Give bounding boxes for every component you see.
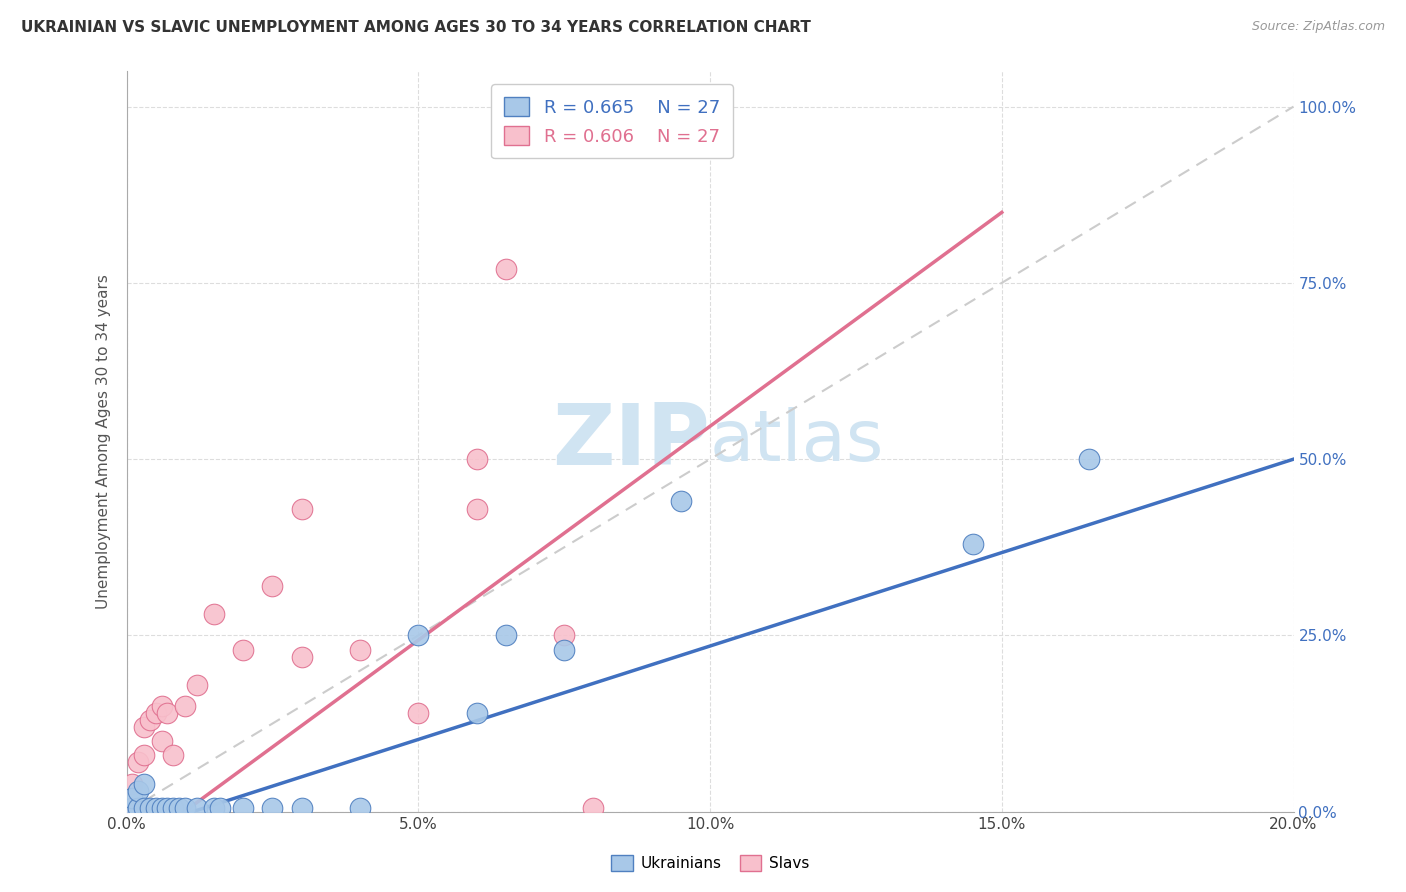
Point <box>202 607 225 622</box>
Point <box>186 801 208 815</box>
Point <box>167 801 190 815</box>
Point <box>290 649 312 664</box>
Point <box>150 801 173 815</box>
Point <box>127 756 149 770</box>
Point <box>174 801 197 815</box>
Point <box>127 783 149 797</box>
Point <box>290 501 312 516</box>
Point <box>202 801 225 815</box>
Text: UKRAINIAN VS SLAVIC UNEMPLOYMENT AMONG AGES 30 TO 34 YEARS CORRELATION CHART: UKRAINIAN VS SLAVIC UNEMPLOYMENT AMONG A… <box>21 20 811 35</box>
Point <box>132 748 155 763</box>
Point <box>553 628 575 642</box>
Point <box>186 678 208 692</box>
Point <box>495 628 517 642</box>
Point <box>465 706 488 720</box>
Point <box>145 706 167 720</box>
Point <box>553 642 575 657</box>
Text: ZIP: ZIP <box>553 400 710 483</box>
Point <box>139 713 162 727</box>
Point <box>465 501 488 516</box>
Point <box>669 494 692 508</box>
Point <box>121 790 143 805</box>
Point <box>495 261 517 276</box>
Point <box>262 801 284 815</box>
Text: atlas: atlas <box>710 407 884 476</box>
Point <box>121 776 143 790</box>
Point <box>262 579 284 593</box>
Point <box>156 706 179 720</box>
Point <box>349 642 371 657</box>
Legend: Ukrainians, Slavs: Ukrainians, Slavs <box>605 849 815 877</box>
Point <box>465 452 488 467</box>
Point <box>408 706 430 720</box>
Legend: R = 0.665    N = 27, R = 0.606    N = 27: R = 0.665 N = 27, R = 0.606 N = 27 <box>492 84 733 158</box>
Point <box>208 801 231 815</box>
Y-axis label: Unemployment Among Ages 30 to 34 years: Unemployment Among Ages 30 to 34 years <box>96 274 111 609</box>
Text: Source: ZipAtlas.com: Source: ZipAtlas.com <box>1251 20 1385 33</box>
Point <box>132 801 155 815</box>
Point <box>582 801 605 815</box>
Point <box>156 801 179 815</box>
Point <box>962 537 984 551</box>
Point <box>349 801 371 815</box>
Point <box>232 801 254 815</box>
Point <box>174 698 197 713</box>
Point <box>162 748 184 763</box>
Point <box>132 720 155 734</box>
Point <box>127 801 149 815</box>
Point <box>699 93 721 107</box>
Point <box>132 776 155 790</box>
Point <box>127 801 149 815</box>
Point <box>139 801 162 815</box>
Point <box>145 801 167 815</box>
Point <box>1078 452 1101 467</box>
Point <box>162 801 184 815</box>
Point <box>121 801 143 815</box>
Point <box>150 698 173 713</box>
Point <box>408 628 430 642</box>
Point <box>232 642 254 657</box>
Point <box>121 801 143 815</box>
Point <box>290 801 312 815</box>
Point <box>150 734 173 748</box>
